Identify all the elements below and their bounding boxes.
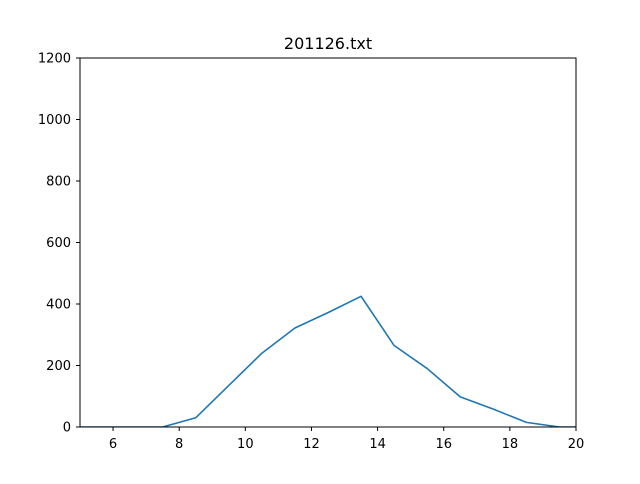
x-axis: 6 8 10 12 14 16 18 20 [109, 427, 584, 452]
x-tick-label: 16 [435, 437, 452, 452]
y-tick-label: 1200 [38, 52, 71, 67]
series-line [80, 295, 576, 427]
y-tick-label: 800 [46, 175, 71, 190]
y-tick-label: 600 [46, 236, 71, 251]
series-layer [80, 295, 576, 427]
y-axis: 0 200 400 600 800 1000 1200 [38, 52, 80, 436]
x-tick-label: 10 [237, 437, 254, 452]
x-tick-label: 8 [175, 437, 183, 452]
y-tick-label: 0 [63, 421, 71, 436]
x-tick-label: 14 [369, 437, 386, 452]
chart-title: 201126.txt [284, 34, 372, 53]
y-tick-label: 400 [46, 298, 71, 313]
y-tick-label: 200 [46, 359, 71, 374]
x-tick-label: 12 [303, 437, 320, 452]
x-tick-label: 18 [502, 437, 519, 452]
x-tick-label: 20 [568, 437, 585, 452]
plot-area [80, 58, 576, 427]
y-tick-label: 1000 [38, 113, 71, 128]
x-tick-label: 6 [109, 437, 117, 452]
